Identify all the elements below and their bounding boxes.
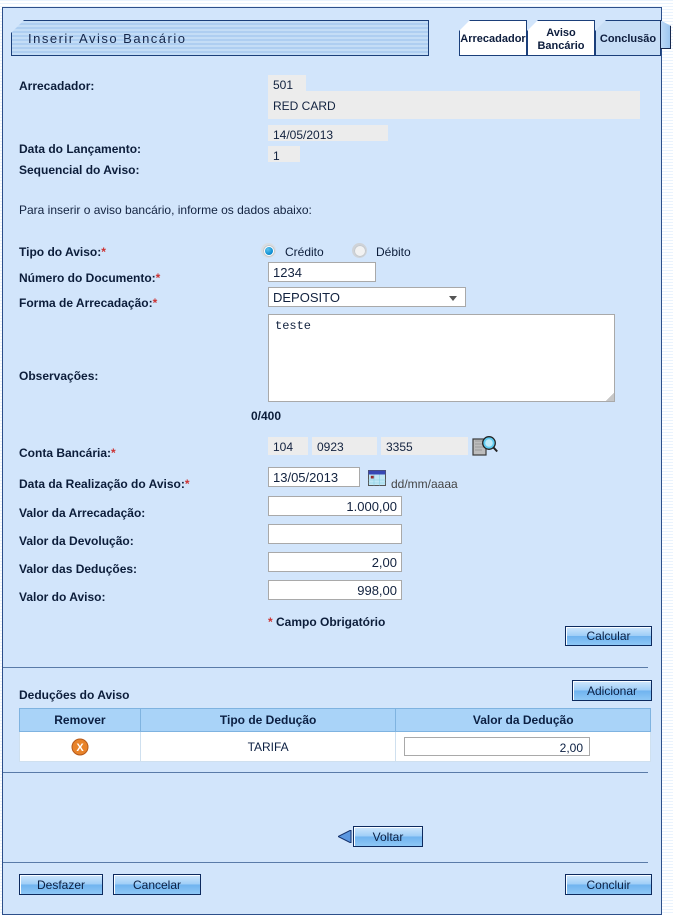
svg-text:X: X: [76, 742, 84, 754]
